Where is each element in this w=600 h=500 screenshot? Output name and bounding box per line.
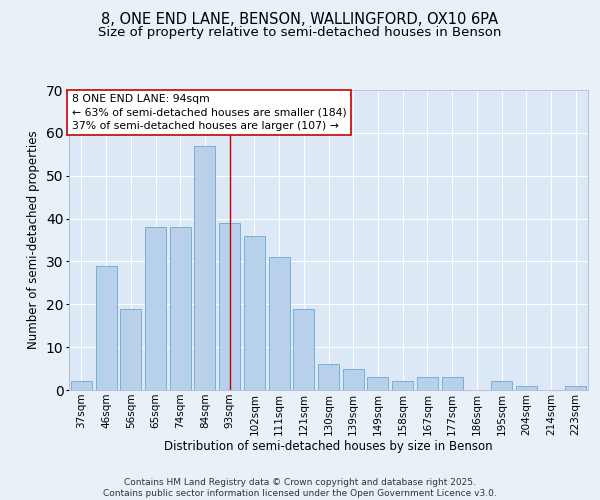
Bar	[516, 386, 537, 390]
Bar	[367, 377, 388, 390]
Bar	[170, 227, 191, 390]
Bar	[343, 368, 364, 390]
Bar	[244, 236, 265, 390]
Bar	[120, 308, 141, 390]
Text: Contains HM Land Registry data © Crown copyright and database right 2025.
Contai: Contains HM Land Registry data © Crown c…	[103, 478, 497, 498]
Bar	[392, 382, 413, 390]
Text: 8, ONE END LANE, BENSON, WALLINGFORD, OX10 6PA: 8, ONE END LANE, BENSON, WALLINGFORD, OX…	[101, 12, 499, 28]
Text: Size of property relative to semi-detached houses in Benson: Size of property relative to semi-detach…	[98, 26, 502, 39]
Bar	[194, 146, 215, 390]
Bar	[269, 257, 290, 390]
Bar	[318, 364, 339, 390]
Bar	[145, 227, 166, 390]
Bar	[293, 308, 314, 390]
Bar	[491, 382, 512, 390]
Bar	[71, 382, 92, 390]
X-axis label: Distribution of semi-detached houses by size in Benson: Distribution of semi-detached houses by …	[164, 440, 493, 454]
Bar	[442, 377, 463, 390]
Bar	[565, 386, 586, 390]
Text: 8 ONE END LANE: 94sqm
← 63% of semi-detached houses are smaller (184)
37% of sem: 8 ONE END LANE: 94sqm ← 63% of semi-deta…	[71, 94, 346, 131]
Y-axis label: Number of semi-detached properties: Number of semi-detached properties	[27, 130, 40, 350]
Bar	[95, 266, 116, 390]
Bar	[219, 223, 240, 390]
Bar	[417, 377, 438, 390]
